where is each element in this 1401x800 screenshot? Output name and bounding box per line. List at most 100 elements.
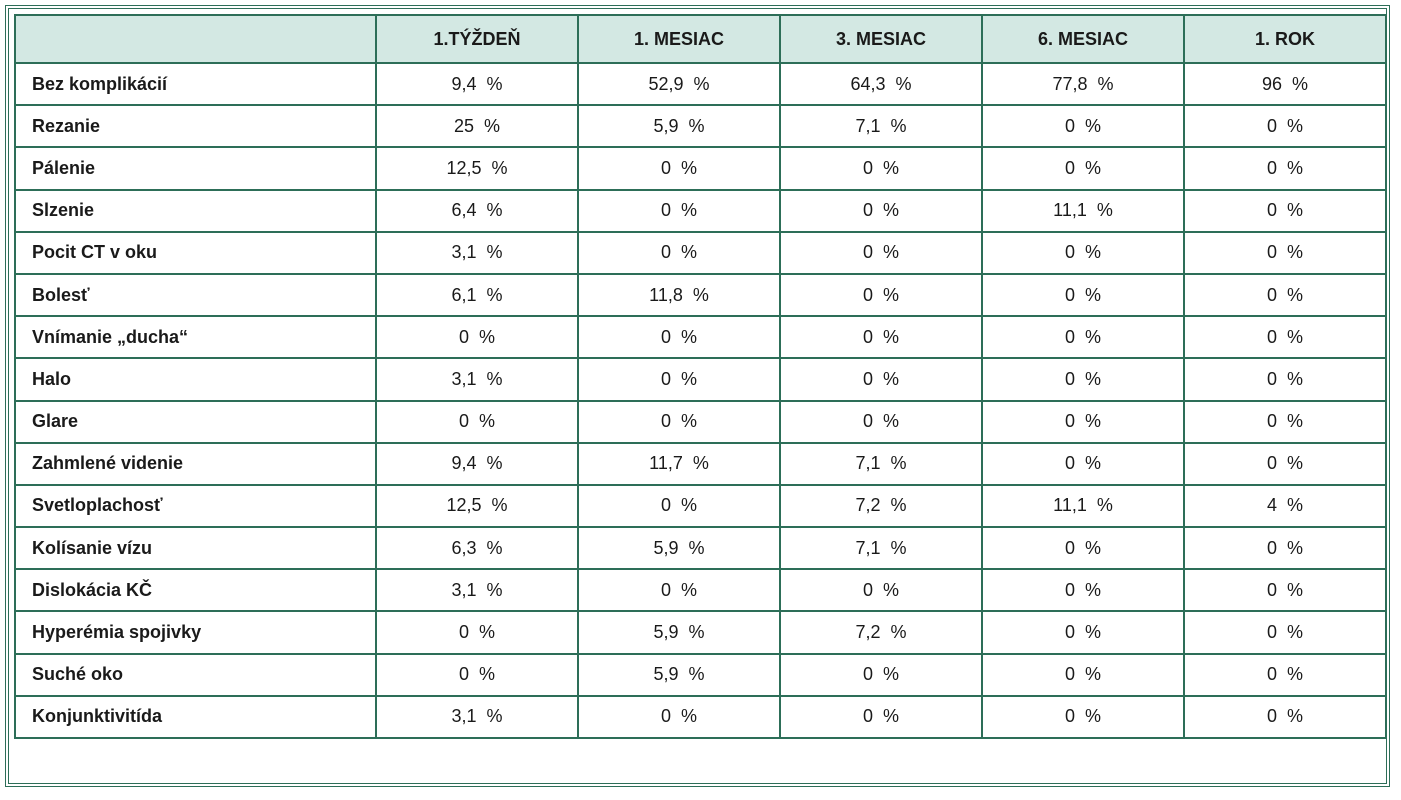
- row-label: Vnímanie „ducha“: [14, 315, 377, 360]
- table-cell: 0 %: [779, 272, 983, 318]
- table-cell: 0 %: [1183, 652, 1387, 697]
- table-row: Suché oko 0 % 5,9 % 0 % 0 % 0 %: [14, 652, 1387, 697]
- table-row: Zahmlené videnie 9,4 % 11,7 % 7,1 % 0 % 0 %: [14, 441, 1387, 486]
- table-cell: 11,1 %: [981, 483, 1185, 529]
- table-cell: 0 %: [981, 315, 1185, 360]
- table-cell: 5,9 %: [577, 104, 781, 149]
- table-cell: 0 %: [779, 315, 983, 360]
- table-cell: 0 %: [577, 315, 781, 360]
- table-row: Glare 0 % 0 % 0 % 0 % 0 %: [14, 399, 1387, 444]
- header-row: 1.TÝŽDEŇ 1. MESIAC 3. MESIAC 6. MESIAC 1…: [14, 14, 1387, 64]
- table-row: Bolesť 6,1 % 11,8 % 0 % 0 % 0 %: [14, 272, 1387, 318]
- table-cell: 0 %: [577, 483, 781, 529]
- table-cell: 0 %: [981, 568, 1185, 613]
- table-cell: 4 %: [1183, 483, 1387, 529]
- table-cell: 0 %: [779, 146, 983, 191]
- table-cell: 96 %: [1183, 61, 1387, 107]
- row-label: Halo: [14, 357, 377, 402]
- table-cell: 5,9 %: [577, 610, 781, 655]
- row-label: Rezanie: [14, 104, 377, 149]
- table-cell: 3,1 %: [375, 568, 579, 613]
- table-cell: 3,1 %: [375, 694, 579, 740]
- table-cell: 0 %: [981, 694, 1185, 740]
- table-cell: 52,9 %: [577, 61, 781, 107]
- table-cell: 9,4 %: [375, 61, 579, 107]
- table-cell: 7,2 %: [779, 610, 983, 655]
- table-row: Halo 3,1 % 0 % 0 % 0 % 0 %: [14, 357, 1387, 402]
- table-cell: 0 %: [1183, 357, 1387, 402]
- table-cell: 0 %: [779, 694, 983, 740]
- table-cell: 3,1 %: [375, 357, 579, 402]
- table-cell: 0 %: [1183, 399, 1387, 444]
- table-cell: 7,1 %: [779, 441, 983, 486]
- table-row: Pocit CT v oku 3,1 % 0 % 0 % 0 % 0 %: [14, 230, 1387, 275]
- header-month-6: 6. MESIAC: [981, 14, 1185, 64]
- table-row: Kolísanie vízu 6,3 % 5,9 % 7,1 % 0 % 0 %: [14, 526, 1387, 571]
- table-cell: 0 %: [981, 610, 1185, 655]
- table-cell: 0 %: [981, 526, 1185, 571]
- row-label: Zahmlené videnie: [14, 441, 377, 486]
- table-cell: 0 %: [1183, 315, 1387, 360]
- table-row: Hyperémia spojivky 0 % 5,9 % 7,2 % 0 % 0 %: [14, 610, 1387, 655]
- table-cell: 7,2 %: [779, 483, 983, 529]
- table-cell: 0 %: [1183, 146, 1387, 191]
- table-cell: 0 %: [577, 146, 781, 191]
- table-cell: 12,5 %: [375, 483, 579, 529]
- row-label: Hyperémia spojivky: [14, 610, 377, 655]
- table-cell: 0 %: [981, 272, 1185, 318]
- row-label: Slzenie: [14, 188, 377, 233]
- row-label: Suché oko: [14, 652, 377, 697]
- table-cell: 0 %: [981, 104, 1185, 149]
- row-label: Bez komplikácií: [14, 61, 377, 107]
- table-cell: 6,1 %: [375, 272, 579, 318]
- table-cell: 0 %: [577, 357, 781, 402]
- table-row: Pálenie 12,5 % 0 % 0 % 0 % 0 %: [14, 146, 1387, 191]
- table-cell: 12,5 %: [375, 146, 579, 191]
- table-cell: 0 %: [577, 694, 781, 740]
- table-cell: 0 %: [375, 652, 579, 697]
- table-cell: 0 %: [981, 146, 1185, 191]
- table-cell: 11,8 %: [577, 272, 781, 318]
- table-cell: 0 %: [375, 610, 579, 655]
- table-cell: 11,1 %: [981, 188, 1185, 233]
- table-cell: 0 %: [981, 441, 1185, 486]
- table-cell: 0 %: [981, 357, 1185, 402]
- row-label: Glare: [14, 399, 377, 444]
- row-label: Kolísanie vízu: [14, 526, 377, 571]
- table-cell: 0 %: [779, 188, 983, 233]
- table-row: Bez komplikácií 9,4 % 52,9 % 64,3 % 77,8 % 96…: [14, 61, 1387, 107]
- header-year-1: 1. ROK: [1183, 14, 1387, 64]
- complications-table: 1.TÝŽDEŇ 1. MESIAC 3. MESIAC 6. MESIAC 1…: [14, 14, 1387, 740]
- table-cell: 0 %: [779, 399, 983, 444]
- table-cell: 0 %: [1183, 230, 1387, 275]
- table-cell: 0 %: [1183, 104, 1387, 149]
- table-cell: 0 %: [779, 357, 983, 402]
- row-label: Dislokácia KČ: [14, 568, 377, 613]
- table-cell: 0 %: [1183, 272, 1387, 318]
- table-cell: 0 %: [577, 568, 781, 613]
- table-cell: 77,8 %: [981, 61, 1185, 107]
- table-row: Dislokácia KČ 3,1 % 0 % 0 % 0 % 0 %: [14, 568, 1387, 613]
- table-cell: 0 %: [981, 230, 1185, 275]
- table-cell: 0 %: [1183, 610, 1387, 655]
- table-cell: 0 %: [1183, 694, 1387, 740]
- table-cell: 0 %: [1183, 568, 1387, 613]
- row-label: Pocit CT v oku: [14, 230, 377, 275]
- table-cell: 5,9 %: [577, 652, 781, 697]
- header-month-3: 3. MESIAC: [779, 14, 983, 64]
- header-corner: [14, 14, 377, 64]
- table-cell: 6,4 %: [375, 188, 579, 233]
- table-cell: 0 %: [375, 399, 579, 444]
- table-cell: 0 %: [1183, 526, 1387, 571]
- table-cell: 5,9 %: [577, 526, 781, 571]
- table-frame: [5, 5, 1390, 787]
- table-cell: 0 %: [779, 652, 983, 697]
- table-cell: 0 %: [1183, 441, 1387, 486]
- row-label: Pálenie: [14, 146, 377, 191]
- table-cell: 64,3 %: [779, 61, 983, 107]
- table-cell: 0 %: [981, 399, 1185, 444]
- table-row: Vnímanie „ducha“ 0 % 0 % 0 % 0 % 0 %: [14, 315, 1387, 360]
- table-row: Konjunktivitída 3,1 % 0 % 0 % 0 % 0 %: [14, 694, 1387, 740]
- header-week-1: 1.TÝŽDEŇ: [375, 14, 579, 64]
- table-cell: 0 %: [375, 315, 579, 360]
